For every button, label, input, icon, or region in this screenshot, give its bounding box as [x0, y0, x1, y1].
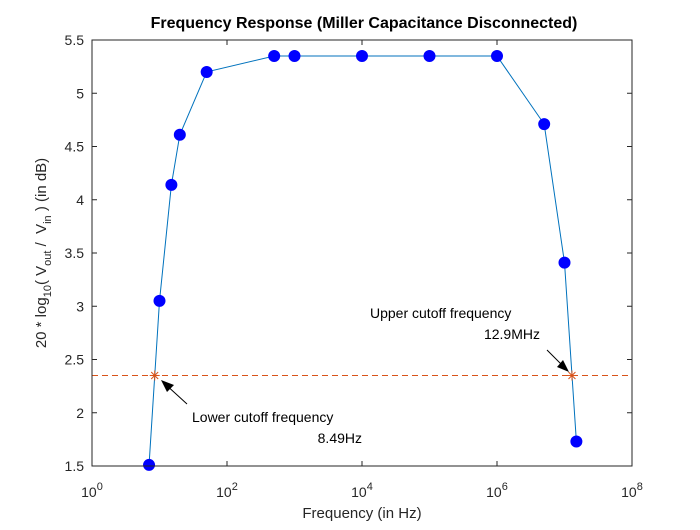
chart-title: Frequency Response (Miller Capacitance D…	[151, 15, 578, 32]
data-point	[356, 49, 368, 62]
y-tick-label: 2.5	[65, 352, 85, 368]
y-tick-label: 4	[76, 192, 84, 208]
x-tick-label: 108	[621, 481, 643, 500]
cutoff-star-marker	[149, 370, 160, 381]
y-tick-label: 2	[76, 405, 84, 421]
y-label-part4: ) (in dB)	[33, 158, 50, 216]
x-tick-exponent: 8	[637, 481, 643, 493]
x-tick-base: 10	[216, 484, 232, 500]
data-point	[491, 49, 503, 62]
x-tick-base: 10	[486, 484, 502, 500]
y-label-sub2: out	[42, 251, 54, 266]
series-markers	[143, 49, 583, 471]
data-point	[268, 49, 281, 62]
x-tick-exponent: 2	[232, 481, 238, 493]
y-tick-label: 5.5	[65, 32, 85, 48]
x-tick-base: 10	[351, 484, 367, 500]
annotation-lower-line1: Lower cutoff frequency	[192, 409, 333, 425]
annotation-upper-line2: 12.9MHz	[484, 326, 540, 342]
x-tick-exponent: 4	[367, 481, 373, 493]
annotation-upper-line1: Upper cutoff frequency	[370, 305, 511, 321]
annotation-lower: Lower cutoff frequency 8.49Hz	[161, 380, 362, 446]
y-label-part2: ( V	[33, 266, 50, 285]
y-label-sub1: 10	[42, 285, 54, 297]
x-axis-label: Frequency (in Hz)	[302, 505, 421, 522]
annotation-lower-arrowhead	[161, 380, 174, 392]
y-label-part1: 20 * log	[33, 297, 50, 348]
y-label-part3: / V	[33, 224, 50, 251]
data-point	[153, 294, 166, 307]
annotation-lower-line2: 8.49Hz	[318, 430, 362, 446]
data-point	[173, 128, 186, 141]
x-tick-exponent: 0	[97, 481, 103, 493]
data-point	[570, 435, 583, 448]
plot-area	[92, 40, 632, 466]
cutoff-star-marker	[566, 370, 577, 381]
axes-box	[91, 39, 633, 467]
x-tick-label: 102	[216, 481, 238, 500]
data-point	[200, 65, 213, 78]
x-tick-base: 10	[81, 484, 97, 500]
x-tick-base: 10	[621, 484, 637, 500]
data-point	[423, 49, 436, 62]
data-point	[288, 49, 301, 62]
data-point	[538, 118, 551, 131]
y-label-sub3: in	[42, 215, 54, 224]
y-tick-label: 5	[76, 85, 84, 101]
data-point	[558, 256, 571, 269]
x-tick-label: 106	[486, 481, 508, 500]
data-point	[143, 458, 156, 471]
cutoff-markers	[149, 370, 577, 381]
annotation-upper-arrowhead	[557, 360, 569, 372]
y-tick-label: 1.5	[65, 458, 85, 474]
y-tick-label: 4.5	[65, 139, 85, 155]
x-tick-exponent: 6	[502, 481, 508, 493]
data-point	[165, 178, 178, 191]
x-tick-label: 104	[351, 481, 373, 500]
y-tick-label: 3	[76, 298, 84, 314]
y-tick-label: 3.5	[65, 245, 85, 261]
annotation-upper: Upper cutoff frequency 12.9MHz	[370, 305, 569, 372]
y-axis-label: 20 * log10( Vout / Vin ) (in dB)	[33, 158, 54, 348]
x-tick-label: 100	[81, 481, 103, 500]
